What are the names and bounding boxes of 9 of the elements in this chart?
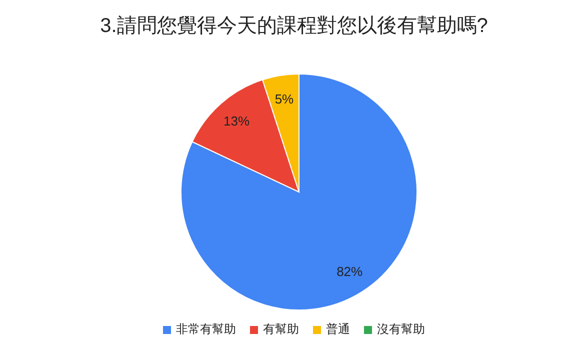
- legend-label: 非常有幫助: [176, 321, 236, 338]
- data-label: 13%: [224, 114, 250, 129]
- legend-label: 有幫助: [263, 321, 299, 338]
- data-label: 82%: [336, 264, 364, 280]
- pie-slice: [180, 74, 418, 310]
- legend-label: 普通: [326, 321, 350, 338]
- chart-title: 3.請問您覺得今天的課程對您以後有幫助嗎?: [99, 14, 489, 39]
- data-label: 5%: [274, 91, 294, 106]
- legend-label: 沒有幫助: [377, 321, 425, 338]
